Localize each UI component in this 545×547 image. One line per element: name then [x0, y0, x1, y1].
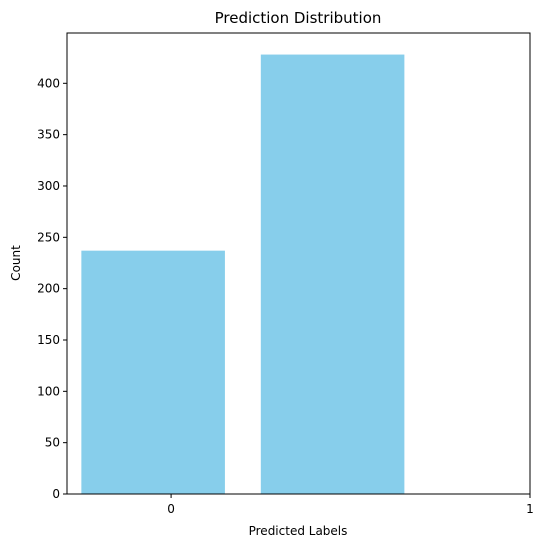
y-tick-label-5: 250	[37, 230, 60, 244]
plot-frame	[66, 32, 531, 495]
y-tick-label-0: 0	[52, 487, 60, 501]
y-tick-label-6: 300	[37, 179, 60, 193]
bar-0	[81, 250, 225, 494]
y-tick-label-7: 350	[37, 128, 60, 142]
x-tick-label-0: 0	[167, 502, 175, 516]
y-tick-label-8: 400	[37, 76, 60, 90]
y-axis-ticks: 0 50 100 150 200 250 300 350 400	[37, 76, 67, 501]
x-axis-label: Predicted Labels	[249, 524, 348, 538]
y-tick-label-3: 150	[37, 333, 60, 347]
bar-1	[260, 54, 405, 494]
y-axis-label: Count	[9, 245, 23, 281]
y-tick-label-4: 200	[37, 282, 60, 296]
y-tick-label-1: 50	[45, 436, 60, 450]
bars	[81, 54, 405, 494]
y-tick-label-2: 100	[37, 384, 60, 398]
chart-title: Prediction Distribution	[215, 9, 382, 27]
x-tick-label-1: 1	[526, 502, 534, 516]
